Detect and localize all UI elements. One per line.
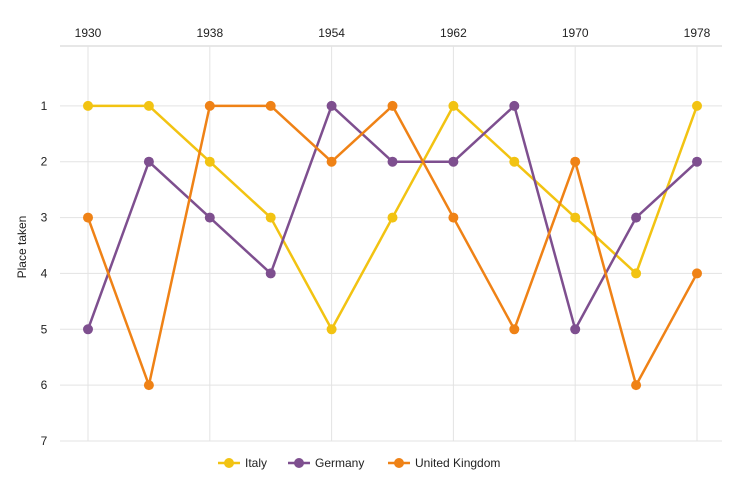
tick-layer: 1 2 3 4 5 6 7 1930 1938 1954 1962 1970 1978 [41,26,711,448]
data-point-italy [448,100,459,111]
legend-label: United Kingdom [415,456,500,470]
data-point-italy [570,212,581,223]
x-tick-label: 1962 [440,26,467,40]
data-point-germany [387,156,398,167]
legend-swatch-marker [394,458,404,468]
legend-item-italy[interactable]: Italy [218,456,267,470]
data-point-germany [204,212,215,223]
x-tick-label: 1970 [562,26,589,40]
data-point-united-kingdom [509,324,520,335]
data-point-italy [509,156,520,167]
data-point-germany [143,156,154,167]
data-point-germany [265,268,276,279]
data-point-germany [83,324,93,335]
x-tick-label: 1938 [196,26,223,40]
data-point-united-kingdom [631,380,642,391]
data-point-germany [326,100,337,111]
x-tick-label: 1978 [684,26,711,40]
y-tick-label: 5 [41,322,48,336]
data-point-united-kingdom [448,212,459,223]
legend-swatch-marker [224,458,234,468]
x-tick-label: 1930 [75,26,102,40]
y-tick-label: 1 [41,99,48,113]
series-united-kingdom [83,100,702,391]
legend-item-germany[interactable]: Germany [288,456,364,470]
data-point-united-kingdom [387,100,398,111]
data-point-italy [692,100,702,111]
data-point-united-kingdom [570,156,581,167]
data-point-germany [631,212,642,223]
data-point-germany [509,100,520,111]
data-point-italy [143,100,154,111]
y-tick-label: 6 [41,378,48,392]
legend-label: Germany [315,456,364,470]
data-point-united-kingdom [265,100,276,111]
data-point-united-kingdom [692,268,702,279]
legend-swatch-marker [294,458,304,468]
x-tick-label: 1954 [318,26,345,40]
data-point-germany [570,324,581,335]
data-point-germany [692,156,702,167]
data-point-italy [265,212,276,223]
data-point-united-kingdom [83,212,93,223]
legend-label: Italy [245,456,267,470]
grid-layer [60,45,722,442]
y-axis-title: Place taken [15,216,29,279]
y-tick-label: 3 [41,211,48,225]
data-point-italy [387,212,398,223]
data-point-italy [83,100,93,111]
data-point-italy [326,324,337,335]
y-tick-label: 4 [41,266,48,280]
data-point-germany [448,156,459,167]
legend[interactable]: Italy Germany United Kingdom [218,456,500,470]
y-tick-label: 7 [41,434,48,448]
legend-item-united-kingdom[interactable]: United Kingdom [388,456,500,470]
data-point-united-kingdom [143,380,154,391]
data-point-italy [631,268,642,279]
series-layer [83,100,702,391]
y-tick-label: 2 [41,155,48,169]
data-point-united-kingdom [204,100,215,111]
data-point-italy [204,156,215,167]
data-point-united-kingdom [326,156,337,167]
